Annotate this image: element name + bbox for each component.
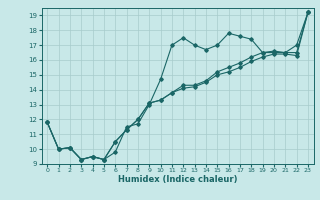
X-axis label: Humidex (Indice chaleur): Humidex (Indice chaleur): [118, 175, 237, 184]
